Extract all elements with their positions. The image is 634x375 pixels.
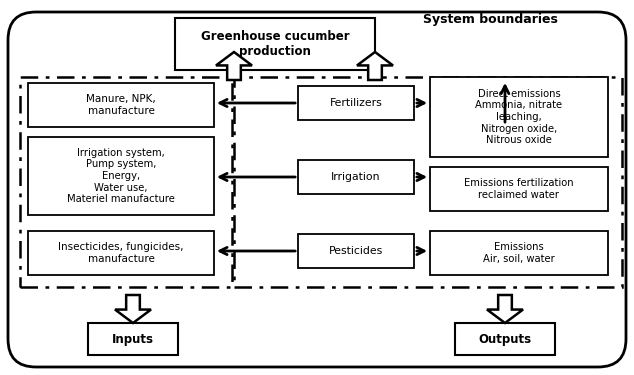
FancyBboxPatch shape [298, 234, 414, 268]
Text: Irrigation system,
Pump system,
Energy,
Water use,
Materiel manufacture: Irrigation system, Pump system, Energy, … [67, 148, 175, 204]
FancyBboxPatch shape [298, 160, 414, 194]
Text: Emissions
Air, soil, water: Emissions Air, soil, water [483, 242, 555, 264]
Polygon shape [487, 295, 523, 323]
Polygon shape [115, 295, 151, 323]
FancyBboxPatch shape [28, 83, 214, 127]
Text: Pesticides: Pesticides [329, 246, 383, 256]
Text: Fertilizers: Fertilizers [330, 98, 382, 108]
FancyBboxPatch shape [298, 86, 414, 120]
Text: Inputs: Inputs [112, 333, 154, 345]
FancyBboxPatch shape [8, 12, 626, 367]
Text: Emissions fertilization
reclaimed water: Emissions fertilization reclaimed water [464, 178, 574, 200]
Text: System boundaries: System boundaries [423, 13, 557, 27]
FancyBboxPatch shape [28, 137, 214, 215]
Text: Manure, NPK,
manufacture: Manure, NPK, manufacture [86, 94, 156, 116]
Polygon shape [357, 52, 393, 80]
FancyBboxPatch shape [88, 323, 178, 355]
FancyBboxPatch shape [28, 231, 214, 275]
FancyBboxPatch shape [430, 231, 608, 275]
Text: Insecticides, fungicides,
manufacture: Insecticides, fungicides, manufacture [58, 242, 184, 264]
Text: Irrigation: Irrigation [331, 172, 381, 182]
Text: Direct emissions
Ammonia, nitrate
leaching,
Nitrogen oxide,
Nitrous oxide: Direct emissions Ammonia, nitrate leachi… [476, 89, 562, 145]
Polygon shape [216, 52, 252, 80]
Text: Outputs: Outputs [479, 333, 531, 345]
Text: Greenhouse cucumber
production: Greenhouse cucumber production [201, 30, 349, 58]
FancyBboxPatch shape [455, 323, 555, 355]
FancyBboxPatch shape [175, 18, 375, 70]
FancyBboxPatch shape [430, 167, 608, 211]
FancyBboxPatch shape [430, 77, 608, 157]
